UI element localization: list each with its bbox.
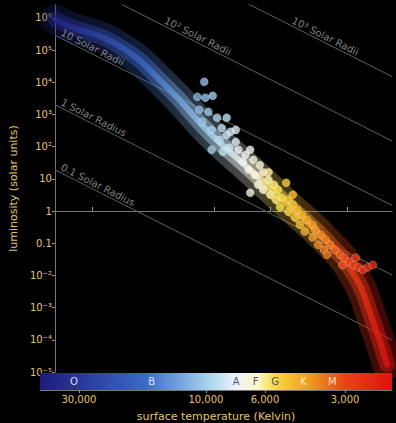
- svg-text:30,000: 30,000: [61, 394, 96, 405]
- svg-text:10⁻³: 10⁻³: [30, 302, 52, 313]
- svg-text:K: K: [300, 376, 307, 387]
- svg-text:10³ Solar Radii: 10³ Solar Radii: [290, 15, 360, 58]
- svg-text:O: O: [70, 376, 78, 387]
- svg-text:10² Solar Radii: 10² Solar Radii: [163, 15, 233, 58]
- svg-text:F: F: [253, 376, 259, 387]
- svg-text:0.1 Solar Radius: 0.1 Solar Radius: [59, 162, 137, 208]
- svg-text:10⁴: 10⁴: [35, 77, 52, 88]
- svg-text:G: G: [271, 376, 279, 387]
- svg-text:10³: 10³: [35, 109, 52, 120]
- svg-text:10: 10: [39, 173, 52, 184]
- svg-text:1: 1: [46, 206, 52, 217]
- svg-text:1 Solar Radius: 1 Solar Radius: [59, 97, 128, 139]
- svg-text:M: M: [328, 376, 337, 387]
- svg-text:A: A: [233, 376, 240, 387]
- svg-text:10⁻²: 10⁻²: [30, 270, 52, 281]
- svg-text:10 Solar Radii: 10 Solar Radii: [59, 27, 126, 68]
- svg-text:10⁵: 10⁵: [35, 45, 52, 56]
- svg-text:6,000: 6,000: [251, 394, 280, 405]
- svg-text:0.1: 0.1: [36, 238, 52, 249]
- svg-text:B: B: [148, 376, 155, 387]
- svg-text:10⁻⁴: 10⁻⁴: [30, 334, 52, 345]
- svg-text:luminosity (solar units): luminosity (solar units): [7, 125, 20, 252]
- svg-text:surface temperature (Kelvin): surface temperature (Kelvin): [137, 410, 295, 423]
- svg-text:10²: 10²: [35, 141, 52, 152]
- svg-text:10,000: 10,000: [188, 394, 223, 405]
- svg-text:3,000: 3,000: [331, 394, 360, 405]
- svg-text:10⁻⁵: 10⁻⁵: [29, 366, 52, 378]
